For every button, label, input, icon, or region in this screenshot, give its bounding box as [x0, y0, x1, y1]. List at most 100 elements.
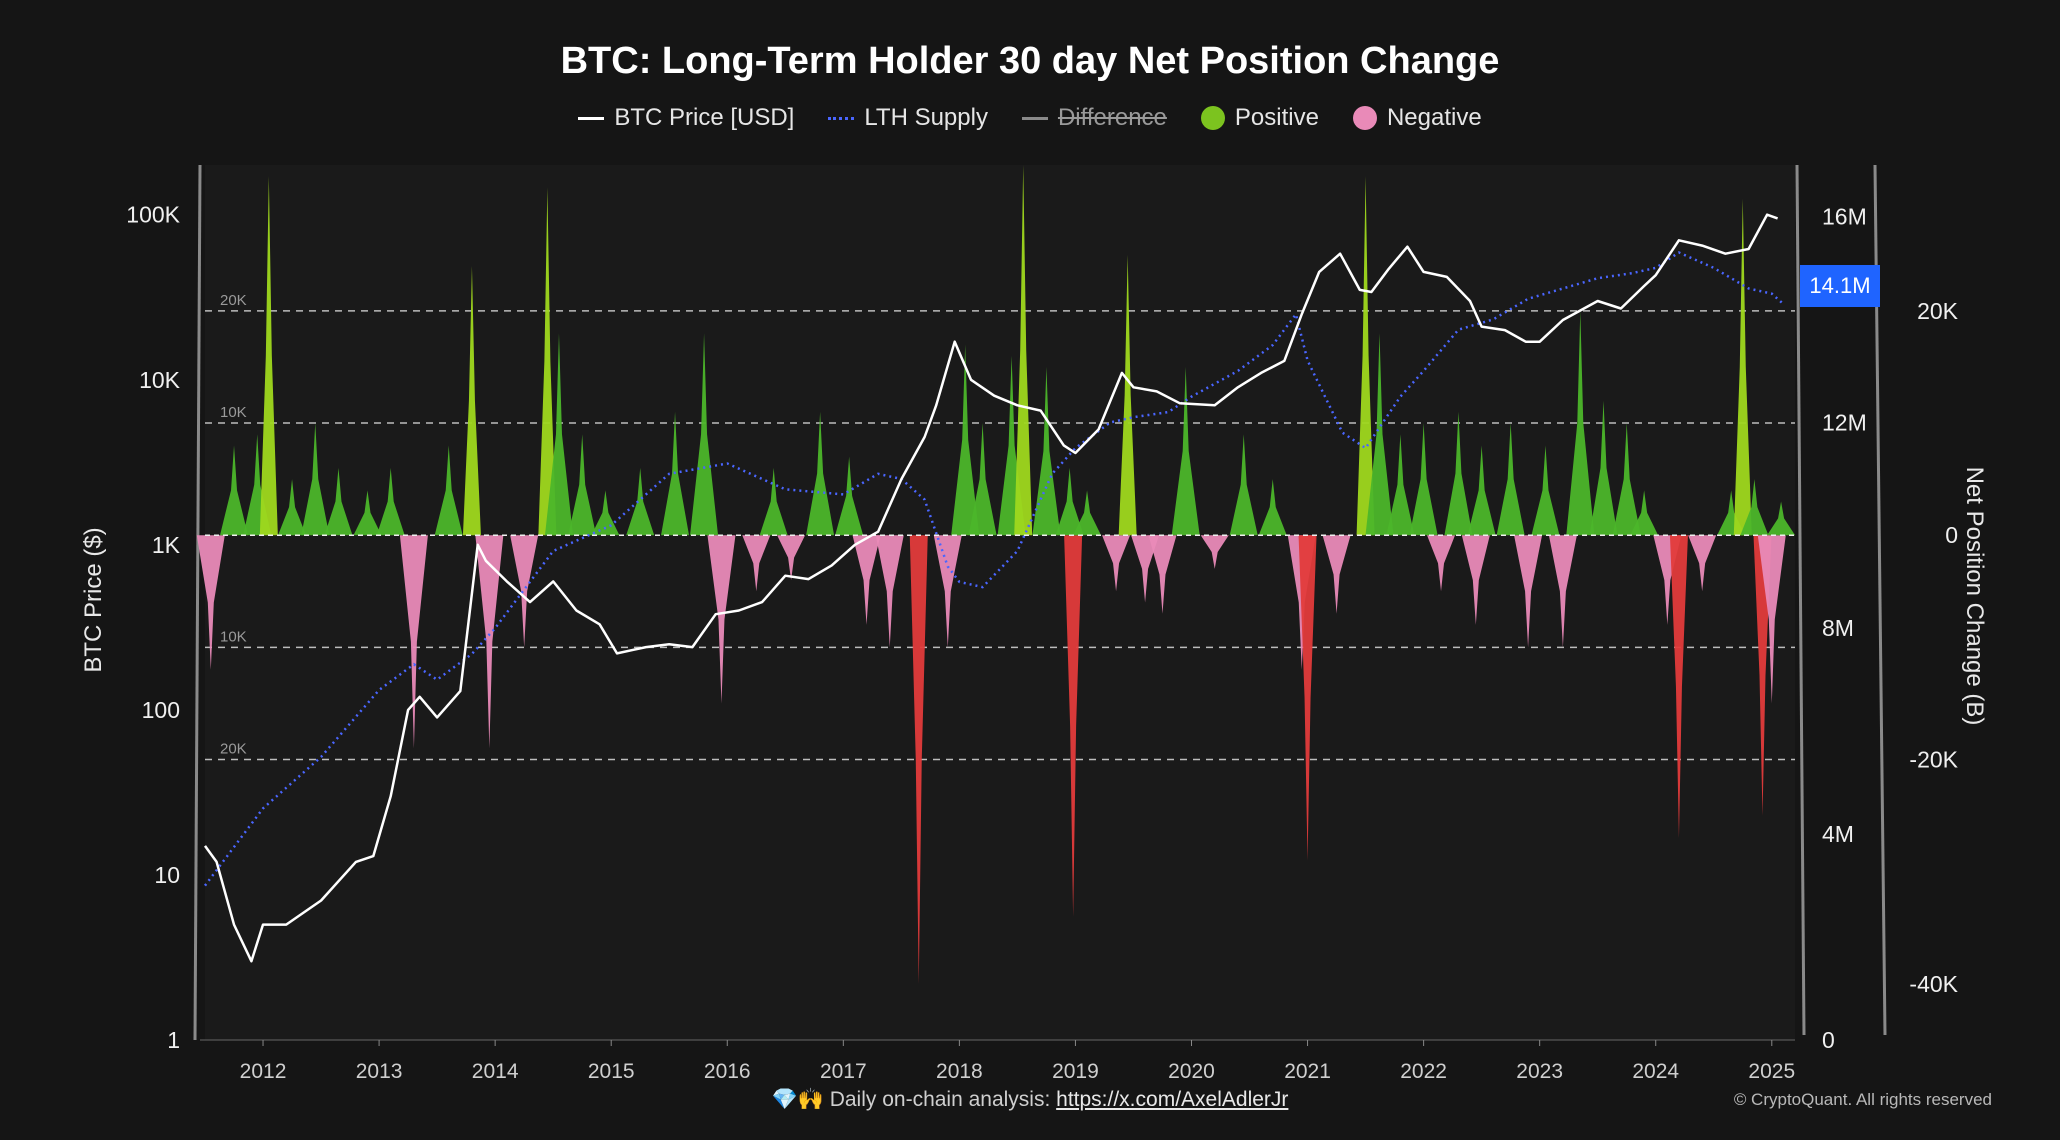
positive-spike — [1767, 501, 1796, 536]
positive-spike — [376, 467, 405, 536]
positive-spike — [538, 187, 557, 536]
x-tick-label: 2015 — [588, 1060, 635, 1083]
left-tick-label: 10 — [154, 862, 180, 888]
positive-spike — [1566, 310, 1595, 536]
dotted-line-swatch-icon — [828, 116, 855, 120]
pink-circle-icon — [1352, 106, 1377, 130]
left-axis-line — [193, 164, 202, 1041]
negative-spike — [1148, 535, 1177, 614]
x-tick-label: 2025 — [1748, 1060, 1795, 1083]
negative-spike — [933, 535, 962, 648]
negative-spike — [875, 535, 904, 648]
positive-spike — [434, 445, 463, 536]
supply-tick-label: 16M — [1822, 203, 1867, 229]
positive-spike — [1589, 400, 1618, 536]
positive-spike — [1612, 423, 1641, 536]
x-tick-label: 2020 — [1168, 1060, 1215, 1083]
chart-title: BTC: Long-Term Holder 30 day Net Positio… — [560, 40, 1500, 82]
negative-spike — [475, 535, 504, 749]
legend-item-positive[interactable]: Positive — [1200, 104, 1319, 132]
positive-spike — [1496, 423, 1525, 536]
negative-spike — [852, 535, 881, 625]
positive-spike — [1365, 333, 1394, 536]
positive-spike — [1630, 490, 1659, 536]
positive-spike — [462, 265, 481, 536]
positive-spike — [544, 333, 573, 536]
x-tick-label: 2018 — [936, 1060, 983, 1083]
negative-spike — [909, 535, 928, 984]
right-axis-line — [1873, 164, 1887, 1036]
positive-spike — [324, 467, 353, 536]
x-tick-label: 2023 — [1516, 1060, 1563, 1083]
positive-spike — [1229, 434, 1258, 536]
negative-spike — [1131, 535, 1160, 603]
negative-spike — [1669, 535, 1688, 839]
left-tick-label: 100 — [142, 697, 180, 723]
x-tick-label: 2016 — [704, 1060, 751, 1083]
supply-axis-line — [1795, 164, 1806, 1036]
left-tick-label: 100K — [126, 202, 180, 228]
legend: BTC Price [USD] LTH Supply Difference Po… — [0, 104, 2060, 132]
positive-spike — [1055, 467, 1084, 536]
negative-spike — [777, 535, 806, 581]
right-tick-label: 20K — [1917, 298, 1959, 324]
negative-spike — [1200, 535, 1229, 569]
positive-spike — [568, 434, 597, 536]
legend-label-btc-price: BTC Price [USD] — [614, 104, 795, 131]
footer-link[interactable]: https://x.com/AxelAdlerJr — [1056, 1088, 1289, 1111]
right-tick-label: -40K — [1909, 971, 1958, 997]
negative-spike — [1322, 535, 1351, 614]
positive-spike — [968, 423, 997, 536]
positive-spike — [1118, 254, 1137, 536]
btc-price-line — [203, 213, 1779, 963]
supply-tick-label: 8M — [1822, 615, 1854, 641]
positive-spike — [278, 479, 307, 536]
x-tick-label: 2013 — [356, 1060, 403, 1083]
reference-line-label: 20K — [220, 741, 247, 758]
line-swatch-icon — [578, 116, 605, 120]
negative-spike — [399, 535, 428, 749]
positive-spike — [1467, 445, 1496, 536]
positive-spike — [1733, 198, 1752, 536]
negative-spike — [1548, 535, 1577, 648]
right-axis-label: Net Position Change (B) — [1961, 466, 1988, 726]
reference-line-label: 10K — [220, 404, 247, 421]
positive-spike — [1171, 366, 1200, 536]
legend-item-btc-price[interactable]: BTC Price [USD] — [578, 104, 794, 132]
negative-spike — [1064, 535, 1083, 917]
legend-item-negative[interactable]: Negative — [1352, 104, 1482, 132]
supply-tick-label: 0 — [1822, 1027, 1835, 1053]
positive-spike — [835, 456, 864, 536]
positive-spike — [626, 467, 655, 536]
current-supply-badge: 14.1M — [1800, 265, 1880, 307]
left-tick-label: 10K — [139, 367, 181, 393]
positive-spike — [951, 344, 980, 536]
legend-item-difference[interactable]: Difference — [1021, 104, 1167, 132]
x-tick-label: 2019 — [1052, 1060, 1099, 1083]
left-axis-label: BTC Price ($) — [80, 527, 107, 673]
plot-area — [205, 165, 1795, 1040]
right-tick-label: 0 — [1945, 522, 1958, 548]
positive-spike — [220, 445, 249, 536]
positive-spike — [1073, 490, 1102, 536]
positive-spike — [1032, 366, 1061, 536]
legend-label-lth-supply: LTH Supply — [864, 104, 988, 131]
right-tick-label: -20K — [1909, 747, 1958, 773]
negative-spike — [1427, 535, 1456, 592]
positive-spike — [1014, 165, 1033, 536]
x-tick-label: 2017 — [820, 1060, 867, 1083]
negative-spike — [1757, 535, 1786, 704]
positive-spike — [1531, 445, 1560, 536]
positive-spike — [1444, 411, 1473, 536]
positive-spike — [759, 467, 788, 536]
green-circle-icon — [1200, 106, 1225, 130]
footer-text: 💎🙌 Daily on-chain analysis: — [771, 1088, 1051, 1111]
legend-item-lth-supply[interactable]: LTH Supply — [828, 104, 988, 132]
reference-line-label: 20K — [220, 292, 247, 309]
x-tick-label: 2012 — [240, 1060, 287, 1083]
negative-spike — [510, 535, 539, 648]
positive-spike — [1740, 479, 1769, 536]
copyright: © CryptoQuant. All rights reserved — [1733, 1090, 1992, 1109]
